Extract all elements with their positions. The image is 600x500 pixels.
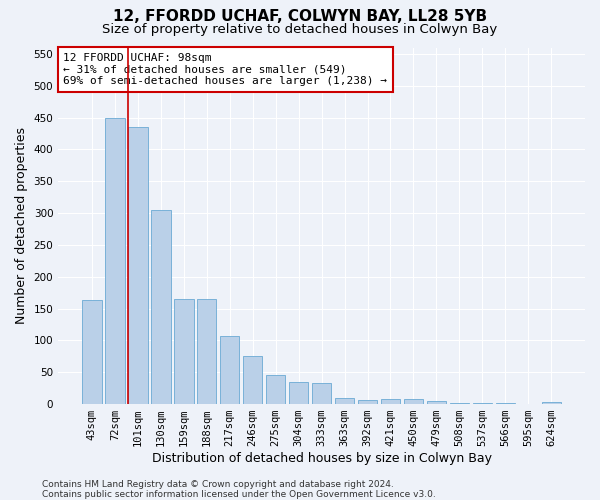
Bar (358, 400, 377, 404)
Text: Contains HM Land Registry data © Crown copyright and database right 2024.
Contai: Contains HM Land Registry data © Crown c… (42, 480, 436, 499)
Bar (404, 399, 423, 404)
Text: 12, FFORDD UCHAF, COLWYN BAY, LL28 5YB: 12, FFORDD UCHAF, COLWYN BAY, LL28 5YB (113, 9, 487, 24)
Bar (289, 382, 308, 404)
Text: 12 FFORDD UCHAF: 98sqm
← 31% of detached houses are smaller (549)
69% of semi-de: 12 FFORDD UCHAF: 98sqm ← 31% of detached… (64, 53, 388, 86)
Bar (174, 299, 194, 404)
Bar (449, 403, 469, 404)
Bar (312, 383, 331, 404)
Bar (335, 398, 355, 404)
Bar (105, 118, 125, 404)
Bar (542, 402, 561, 404)
Bar (128, 127, 148, 404)
Y-axis label: Number of detached properties: Number of detached properties (15, 128, 28, 324)
X-axis label: Distribution of detached houses by size in Colwyn Bay: Distribution of detached houses by size … (152, 452, 491, 465)
Text: Size of property relative to detached houses in Colwyn Bay: Size of property relative to detached ho… (103, 22, 497, 36)
Bar (220, 336, 239, 404)
Bar (197, 299, 217, 404)
Bar (243, 356, 262, 404)
Bar (381, 399, 400, 404)
Bar (427, 401, 446, 404)
Bar (151, 210, 170, 404)
Bar (82, 300, 101, 404)
Bar (266, 376, 286, 404)
